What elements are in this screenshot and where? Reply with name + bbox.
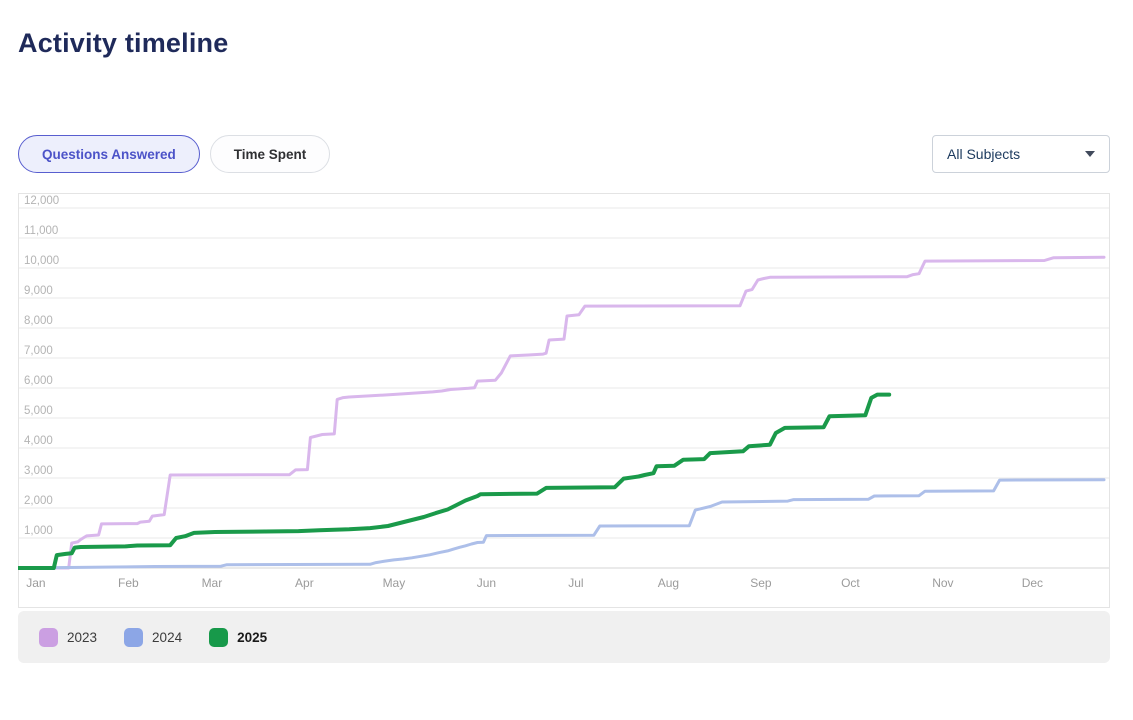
svg-text:Jul: Jul [568, 576, 583, 590]
svg-text:Apr: Apr [295, 576, 314, 590]
svg-text:8,000: 8,000 [24, 315, 53, 327]
activity-chart: 1,000 2,000 3,000 4,000 5,000 6,000 7,000 8,000… [18, 193, 1110, 664]
svg-text:7,000: 7,000 [24, 345, 53, 357]
svg-text:Sep: Sep [750, 576, 772, 590]
svg-text:9,000: 9,000 [24, 285, 53, 297]
activity-timeline-page: Activity timeline Questions Answered Tim… [0, 28, 1133, 664]
legend-label-2025: 2025 [237, 629, 268, 645]
chevron-down-icon [1085, 151, 1095, 158]
svg-text:4,000: 4,000 [24, 435, 53, 447]
svg-text:Oct: Oct [841, 576, 860, 590]
page-title: Activity timeline [18, 28, 229, 58]
chart-legend: 2023 2024 2025 [18, 611, 1110, 664]
svg-text:Dec: Dec [1022, 576, 1043, 590]
svg-text:Feb: Feb [118, 576, 139, 590]
legend-swatch-2024 [124, 627, 144, 647]
svg-text:12,000: 12,000 [24, 195, 59, 207]
svg-text:11,000: 11,000 [24, 225, 58, 237]
tab-time-spent[interactable]: Time Spent [209, 135, 331, 174]
series-2024-line [18, 478, 1106, 570]
legend-label-2023: 2023 [67, 629, 98, 645]
legend-item-2024[interactable]: 2024 [124, 627, 183, 647]
legend-label-2024: 2024 [152, 629, 183, 645]
svg-text:3,000: 3,000 [24, 465, 53, 477]
svg-text:May: May [383, 576, 406, 590]
svg-text:Nov: Nov [932, 576, 953, 590]
metric-tabs: Questions Answered Time Spent [18, 135, 331, 174]
toolbar: Questions Answered Time Spent All Subjec… [18, 135, 1110, 174]
svg-text:5,000: 5,000 [24, 405, 53, 417]
legend-item-2023[interactable]: 2023 [39, 627, 98, 647]
svg-text:Mar: Mar [202, 576, 223, 590]
tab-questions-answered[interactable]: Questions Answered [18, 135, 200, 174]
svg-text:Aug: Aug [658, 576, 679, 590]
legend-swatch-2023 [39, 627, 58, 647]
svg-text:1,000: 1,000 [24, 525, 53, 537]
svg-text:Jun: Jun [477, 576, 496, 590]
legend-item-2025[interactable]: 2025 [209, 627, 268, 647]
svg-text:2,000: 2,000 [24, 495, 53, 507]
legend-swatch-2025 [209, 627, 229, 647]
svg-text:Jan: Jan [26, 576, 45, 590]
series-2025-line [18, 392, 892, 571]
series-2023-line [18, 255, 1106, 570]
subject-filter-select[interactable]: All Subjects [932, 135, 1110, 174]
svg-text:10,000: 10,000 [24, 255, 59, 267]
timeline-chart-svg: 1,000 2,000 3,000 4,000 5,000 6,000 7,000 8,000… [18, 193, 1110, 609]
subject-filter-value: All Subjects [947, 146, 1021, 163]
svg-text:6,000: 6,000 [24, 375, 53, 387]
